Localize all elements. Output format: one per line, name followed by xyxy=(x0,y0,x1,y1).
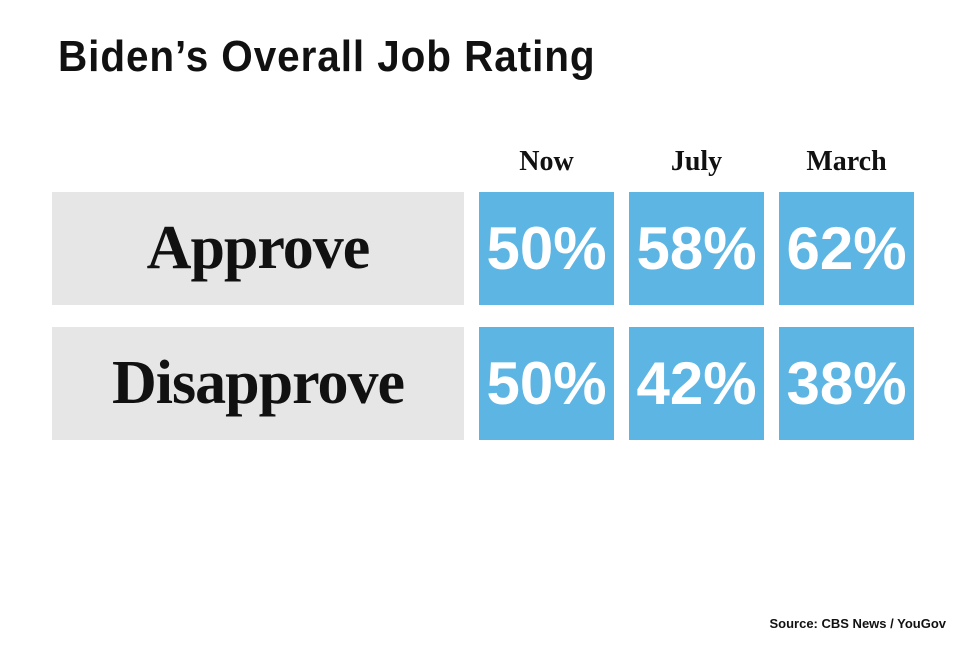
column-header: Now xyxy=(519,146,574,177)
column-header: July xyxy=(670,146,723,177)
cell: 50% xyxy=(479,192,614,305)
row-label: Approve xyxy=(52,192,464,305)
cell: 42% xyxy=(629,327,764,440)
cell: 38% xyxy=(779,327,914,440)
cell: 50% xyxy=(479,327,614,440)
source: Source: CBS News / YouGov xyxy=(769,616,946,631)
cell: 58% xyxy=(629,192,764,305)
cell: 62% xyxy=(779,192,914,305)
row-label: Disapprove xyxy=(52,327,464,440)
column-header: March xyxy=(806,146,887,177)
title: Biden’s Overall Job Rating xyxy=(58,32,596,81)
